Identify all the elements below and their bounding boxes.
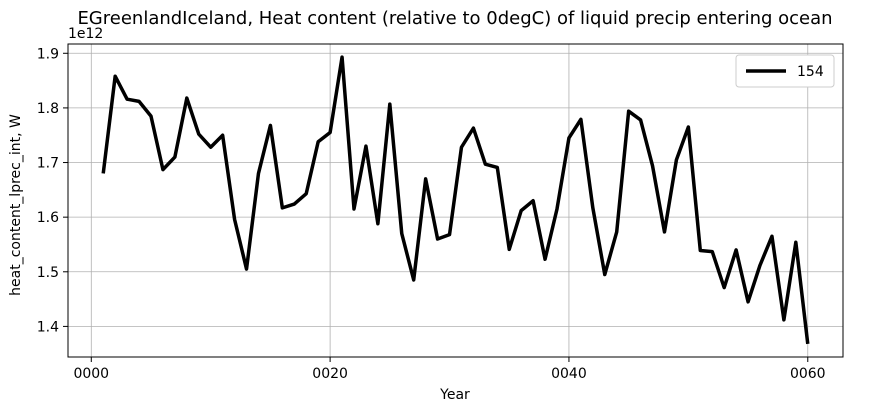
x-axis-label: Year xyxy=(439,387,470,403)
x-tick-label: 0000 xyxy=(73,366,109,382)
legend-label: 154 xyxy=(797,64,824,80)
y-tick-label: 1.5 xyxy=(37,265,59,281)
y-axis-ticks: 1.4 1.5 1.6 1.7 1.8 1.9 xyxy=(37,46,68,335)
series-line-154 xyxy=(101,55,810,345)
y-tick-label: 1.7 xyxy=(37,156,59,172)
legend: 154 xyxy=(735,54,835,88)
x-axis-ticks: 0000 0020 0040 0060 xyxy=(73,357,826,382)
y-tick-label: 1.9 xyxy=(37,46,59,62)
x-tick-label: 0060 xyxy=(790,366,826,382)
y-tick-label: 1.4 xyxy=(37,319,59,335)
y-axis-label: heat_content_lprec_int, W xyxy=(8,114,24,296)
chart-title: EGreenlandIceland, Heat content (relativ… xyxy=(77,8,832,29)
plot-frame xyxy=(67,43,844,358)
x-tick-label: 0020 xyxy=(312,366,348,382)
y-tick-label: 1.8 xyxy=(37,101,59,117)
grid xyxy=(68,44,843,357)
series-layer xyxy=(101,55,810,345)
y-tick-label: 1.6 xyxy=(37,210,59,226)
y-axis-offset-label: 1e12 xyxy=(68,26,103,42)
x-tick-label: 0040 xyxy=(551,366,587,382)
